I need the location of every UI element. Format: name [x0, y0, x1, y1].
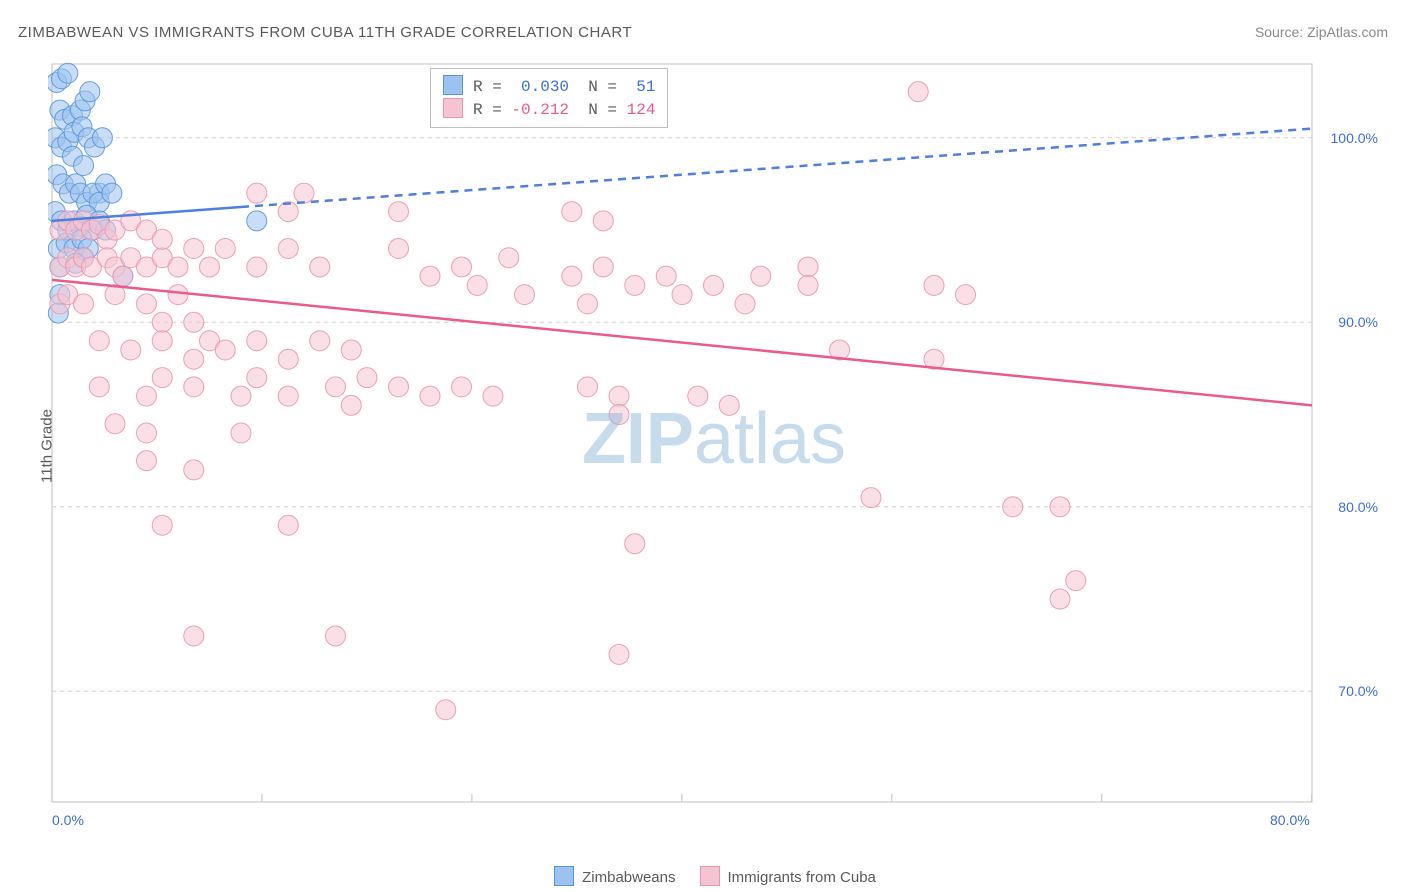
y-tick-label: 80.0%	[1318, 499, 1378, 515]
plot-area: ZIPatlas R = 0.030 N = 51R = -0.212 N = …	[48, 62, 1380, 832]
stats-legend-box: R = 0.030 N = 51R = -0.212 N = 124	[430, 68, 668, 128]
source-credit: Source: ZipAtlas.com	[1255, 24, 1388, 40]
x-tick-label: 0.0%	[52, 812, 84, 828]
stats-row: R = 0.030 N = 51	[443, 75, 655, 98]
y-tick-label: 90.0%	[1318, 314, 1378, 330]
y-tick-label: 70.0%	[1318, 683, 1378, 699]
x-tick-label: 80.0%	[1270, 812, 1310, 828]
scatter-svg	[48, 62, 1380, 832]
legend-swatch	[700, 866, 720, 886]
stats-row: R = -0.212 N = 124	[443, 98, 655, 121]
legend-bottom: Zimbabweans Immigrants from Cuba	[0, 866, 1406, 886]
legend-label: Immigrants from Cuba	[728, 869, 876, 886]
series-swatch	[443, 98, 463, 118]
series-swatch	[443, 75, 463, 95]
legend-label: Zimbabweans	[582, 869, 675, 886]
chart-title: ZIMBABWEAN VS IMMIGRANTS FROM CUBA 11TH …	[18, 24, 632, 41]
y-tick-label: 100.0%	[1318, 130, 1378, 146]
legend-swatch	[554, 866, 574, 886]
